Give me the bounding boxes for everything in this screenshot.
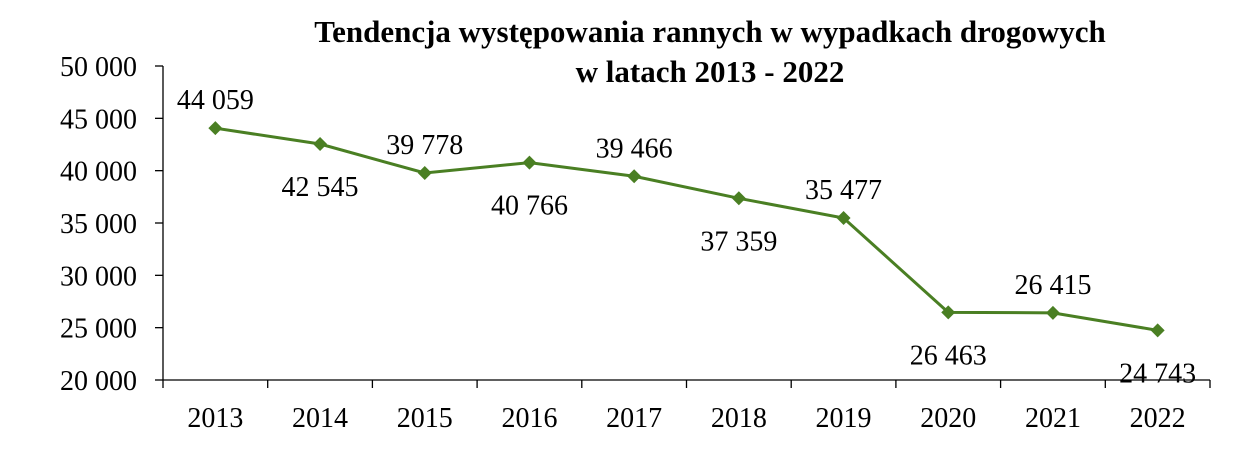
y-tick-label: 50 000 [60, 52, 137, 83]
chart-title: Tendencja występowania rannych w wypadka… [314, 14, 1105, 49]
y-tick-label: 25 000 [60, 314, 137, 345]
x-tick-label: 2018 [711, 403, 767, 434]
x-tick-label: 2017 [606, 403, 662, 434]
data-label: 35 477 [805, 175, 882, 206]
data-label: 26 415 [1014, 270, 1091, 301]
data-point-marker [1045, 305, 1060, 320]
data-point-marker [522, 155, 537, 170]
y-tick-label: 35 000 [60, 209, 137, 240]
x-tick-label: 2014 [292, 403, 348, 434]
data-label: 39 466 [596, 133, 673, 164]
y-tick-label: 30 000 [60, 261, 137, 292]
series-line-group [208, 121, 1165, 338]
x-tick-label: 2019 [816, 403, 872, 434]
y-axis: 20 000 25 000 30 000 35 000 40 000 45 000 50 0… [60, 52, 164, 397]
x-tick-label: 2022 [1130, 403, 1186, 434]
data-point-marker [627, 169, 642, 184]
data-label: 39 778 [386, 130, 463, 161]
data-label: 24 743 [1119, 358, 1196, 389]
x-tick-label: 2016 [501, 403, 557, 434]
data-point-marker [417, 165, 432, 180]
x-tick-label: 2021 [1025, 403, 1081, 434]
series-line [215, 126, 1158, 332]
y-tick-label: 40 000 [60, 157, 137, 188]
data-label: 44 059 [177, 85, 254, 116]
chart-subtitle: w latach 2013 - 2022 [576, 54, 845, 89]
x-tick-label: 2020 [920, 403, 976, 434]
y-tick-label: 20 000 [60, 366, 137, 397]
data-label: 26 463 [910, 340, 987, 371]
data-point-marker [731, 191, 746, 206]
data-point-marker [941, 305, 956, 320]
data-point-marker [1150, 323, 1165, 338]
data-label: 40 766 [491, 191, 568, 222]
data-point-marker [208, 121, 223, 136]
x-tick-label: 2013 [187, 403, 243, 434]
x-axis: 2013 2014 2015 2016 2017 2018 2019 2020 2021 2022 [162, 379, 1211, 434]
data-label: 42 545 [282, 172, 359, 203]
data-point-marker [313, 137, 328, 152]
data-label: 37 359 [700, 226, 777, 257]
x-tick-label: 2015 [397, 403, 453, 434]
data-point-marker [836, 211, 851, 226]
data-labels-group: 44 059 42 545 39 778 40 766 39 466 37 359 35 4… [177, 85, 1196, 389]
y-tick-label: 45 000 [60, 104, 137, 135]
